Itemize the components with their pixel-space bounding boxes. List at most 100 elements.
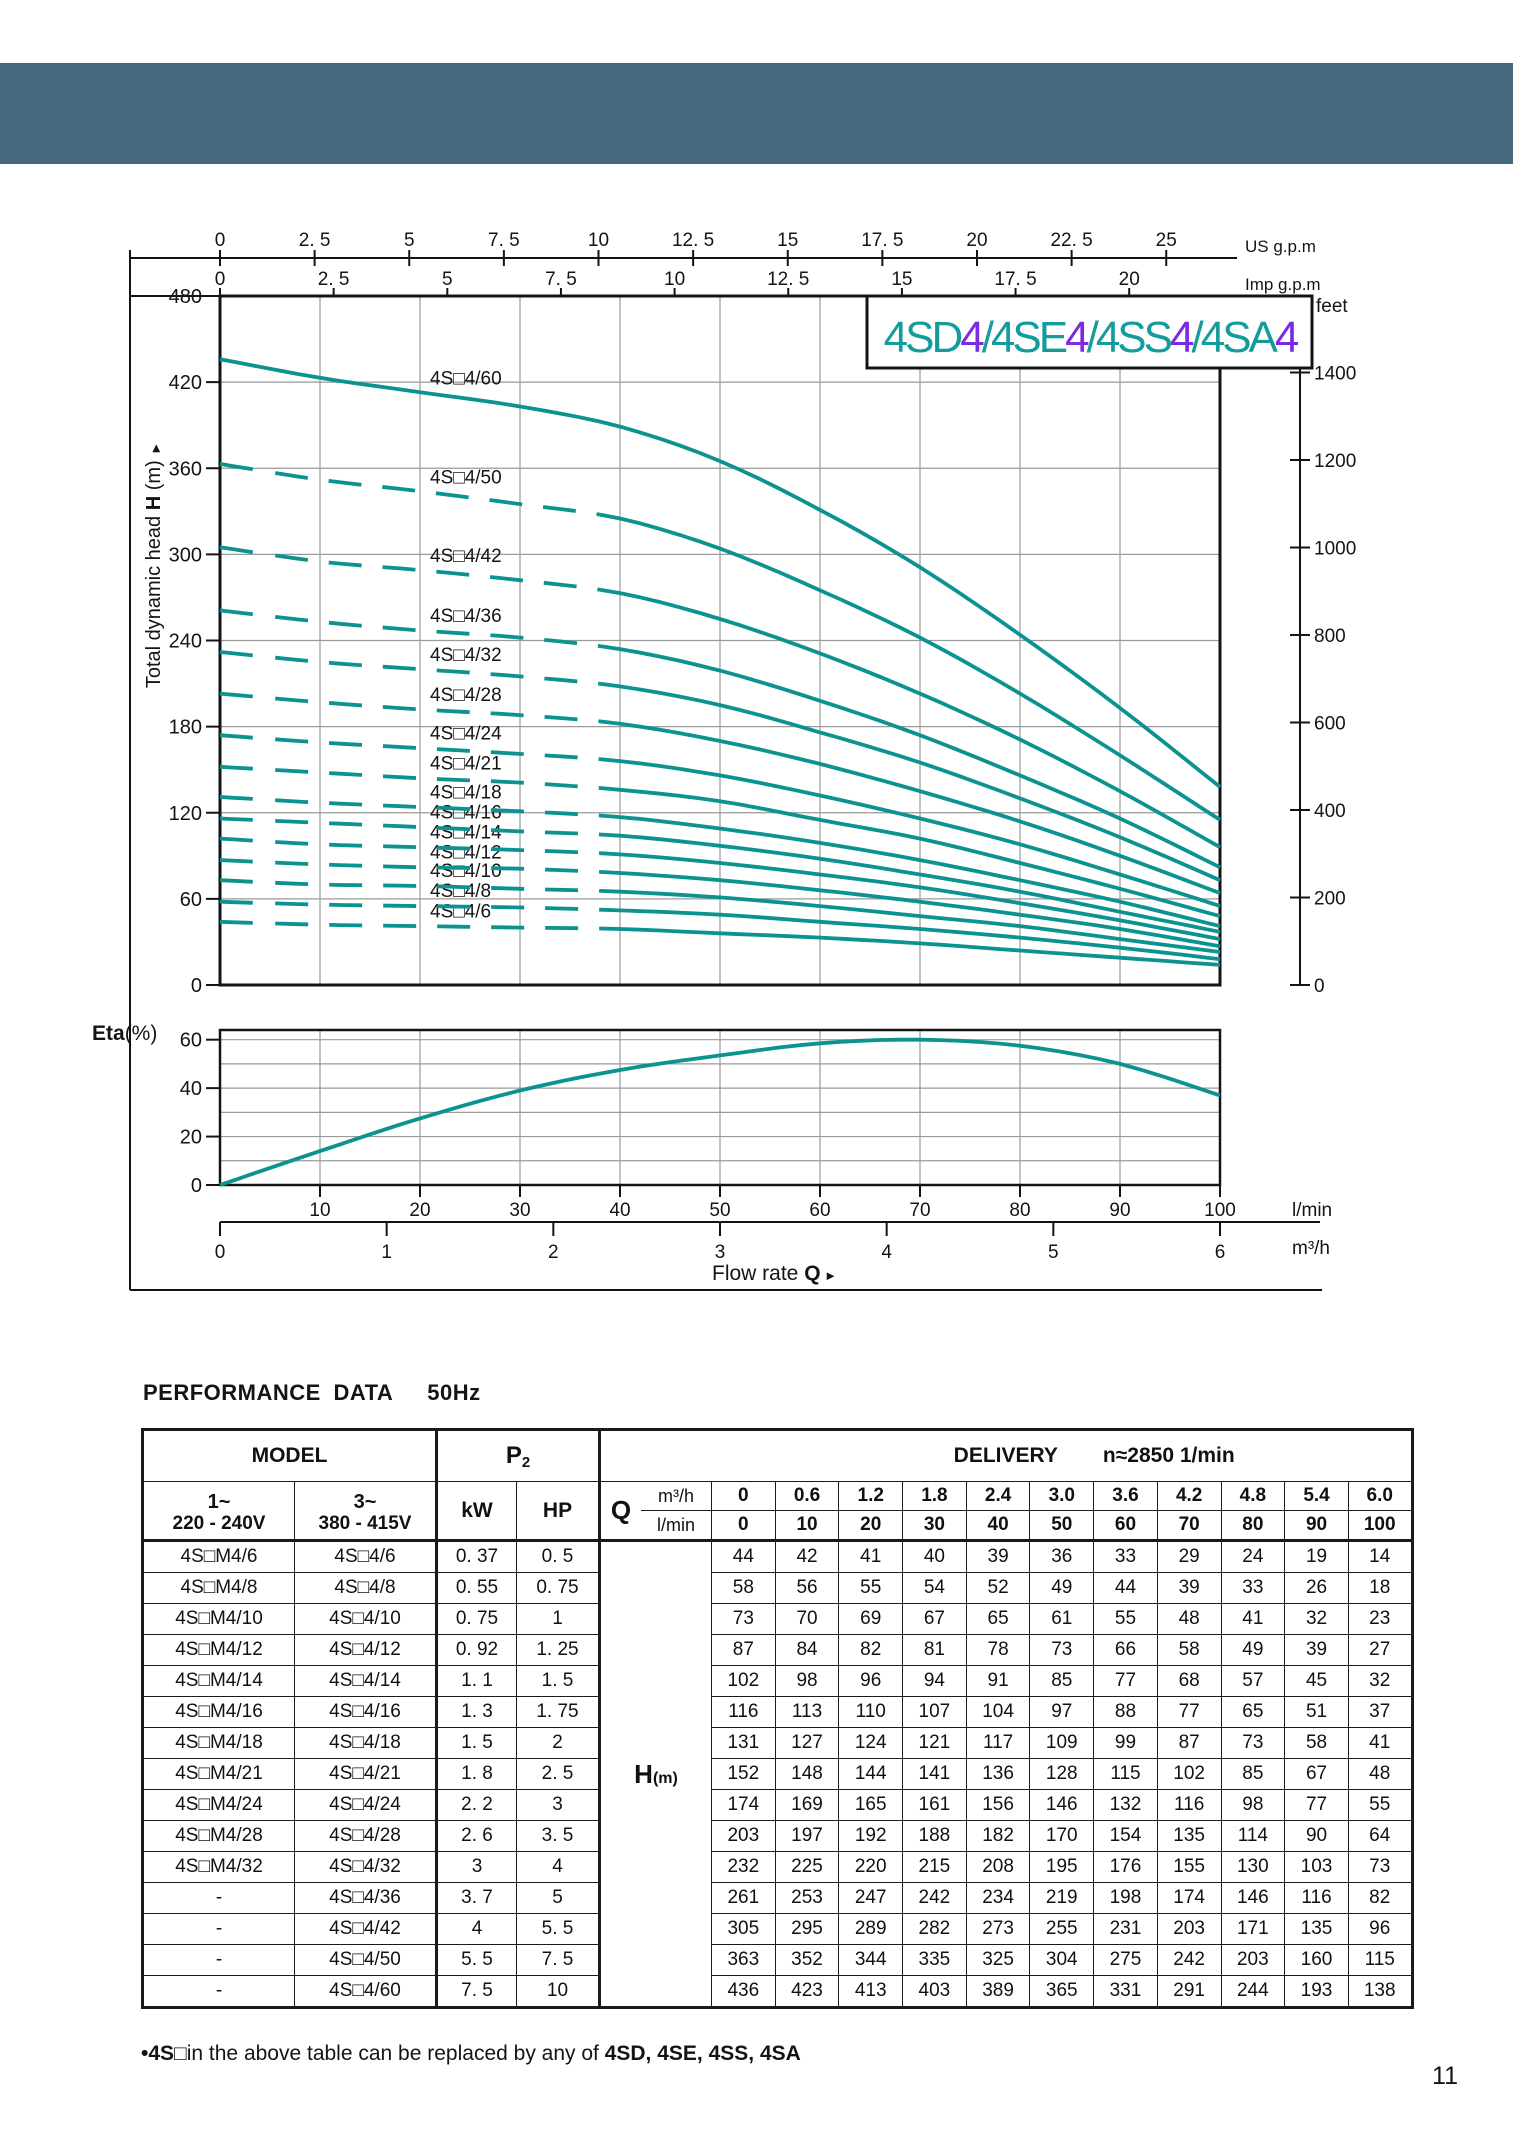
delivery-value-cell: 77 [1093,1665,1158,1697]
delivery-value-cell: 203 [1156,1913,1222,1945]
imp-gpm-tick-label: 5 [442,269,453,290]
head-curve-2-start [219,878,253,884]
delivery-label: DELIVERY [953,1444,1058,1467]
table-row: 4S□M4/28 4S□4/28 2. 6 3. 5 203 197 192 188 182 17… [142,1820,1413,1852]
kw-cell: 1. 1 [436,1665,517,1697]
delivery-value-cell: 56 [774,1572,840,1604]
table-row: -4S□4/50 5. 5 7. 5 363 352 344 335 325 304 275 242… [142,1944,1413,1976]
delivery-value-cell: 66 [1093,1634,1158,1666]
head-curve-13-end [599,512,1222,822]
head-curve-14 [219,357,1222,789]
head-curve-11-start [219,608,254,617]
m3h-tick-label: 0 [215,1242,226,1263]
us-gpm-tick-label: 20 [966,230,987,251]
model-1ph-cell: 4S□M4/12 [142,1634,295,1666]
us-gpm-tick-label: 0 [215,230,226,251]
delivery-value-cell: 73 [711,1603,776,1635]
delivery-value-cell: 45 [1284,1665,1349,1697]
section-title-text: PERFORMANCE DATA [143,1380,394,1405]
delivery-value-cell: 77 [1284,1789,1349,1821]
delivery-lmin-header-cell: 90 [1284,1510,1349,1542]
title-box [865,294,1314,370]
delivery-value-cell: 232 [711,1851,776,1883]
delivery-value-cell: 57 [1220,1665,1286,1697]
q-symbol: Q [610,1495,632,1525]
delivery-lmin-header-cell: 10 [774,1510,840,1542]
head-curve-12-start [219,545,254,555]
head-curve-0-dashed [275,921,601,931]
model-3ph-cell: 4S□4/12 [294,1634,438,1666]
imp-gpm-tick-label: 0 [215,269,226,290]
delivery-value-cell: 19 [1284,1540,1349,1573]
delivery-m3h-header-cell: 1.2 [838,1481,904,1511]
table-row: 4S□M4/14 4S□4/14 1. 1 1. 5 102 98 96 94 91 85 77 68… [142,1665,1413,1697]
delivery-value-cell: 58 [1156,1634,1222,1666]
delivery-lmin-header-cell: 20 [838,1510,904,1542]
delivery-value-cell: 82 [838,1634,904,1666]
delivery-value-cell: 247 [838,1882,904,1914]
delivery-value-cell: 117 [965,1727,1031,1759]
delivery-value-cell: 55 [1347,1789,1413,1821]
delivery-value-cell: 39 [1156,1572,1222,1604]
feet-tick-label: 0 [1314,976,1325,997]
delivery-value-cell: 195 [1029,1851,1095,1883]
delivery-value-cell: 176 [1093,1851,1158,1883]
feet-unit-label: feet [1316,296,1348,317]
flow-rate-axis-label: Flow rate Q ► [712,1262,837,1285]
feet-tick-label: 400 [1314,801,1346,822]
delivery-value-cell: 78 [965,1634,1031,1666]
delivery-value-cell: 23 [1347,1603,1413,1635]
delivery-value-cell: 242 [902,1882,967,1914]
delivery-m3h-header-cell: 5.4 [1284,1481,1349,1511]
head-y-tick-label: 120 [169,803,202,825]
head-curve-9-dashed [275,696,601,724]
delivery-value-cell: 253 [774,1882,840,1914]
delivery-value-cell: 99 [1093,1727,1158,1759]
delivery-value-cell: 91 [965,1665,1031,1697]
delivery-value-cell: 98 [1220,1789,1286,1821]
head-curve-13-start [219,462,254,472]
head-curve-1-start [219,899,253,905]
head-curve-2-end [599,889,1221,954]
delivery-value-cell: 161 [902,1789,967,1821]
delivery-value-cell: 61 [1029,1603,1095,1635]
model-1ph-cell: 4S□M4/28 [142,1820,295,1852]
head-curve-0-end [599,926,1221,967]
head-y-tick-label: 420 [169,372,202,394]
delivery-value-cell: 154 [1093,1820,1158,1852]
delivery-m3h-header-cell: 1.8 [902,1481,967,1511]
delivery-value-cell: 344 [838,1944,904,1976]
m3h-tick-label: 5 [1048,1242,1059,1263]
model-3ph-cell: 4S□4/24 [294,1789,438,1821]
delivery-value-cell: 113 [774,1696,840,1728]
imp-gpm-tick-label: 7. 5 [545,269,577,290]
table-row: 4S□M4/21 4S□4/21 1. 8 2. 5 152 148 144 141 136 12… [142,1758,1413,1790]
q-lmin-label: l/min [656,1514,695,1535]
delivery-value-cell: 136 [965,1758,1031,1790]
kw-cell: 7. 5 [436,1975,517,2008]
model-1ph-cell: 4S□M4/18 [142,1727,295,1759]
delivery-value-cell: 171 [1220,1913,1286,1945]
delivery-m3h-header-cell: 0.6 [774,1481,840,1511]
delivery-value-cell: 208 [965,1851,1031,1883]
feet-tick-label: 200 [1314,888,1346,909]
delivery-header: DELIVERY n≈2850 1/min [599,1429,1413,1482]
delivery-m3h-header-cell: 4.2 [1156,1481,1222,1511]
table-row: 4S□M4/8 4S□4/8 0. 55 0. 75 58 56 55 54 52 49 44 39 3… [142,1572,1413,1604]
model-3ph-cell: 4S□4/18 [294,1727,438,1759]
delivery-value-cell: 144 [838,1758,904,1790]
delivery-value-cell: 69 [838,1603,904,1635]
head-curve-12-end [599,587,1221,849]
table-row: 4S□M4/32 4S□4/32 3 4 232 225 220 215 208 195 176 15… [142,1851,1413,1883]
delivery-value-cell: 26 [1284,1572,1349,1604]
delivery-value-cell: 49 [1220,1634,1286,1666]
model-3ph-cell: 4S□4/60 [294,1975,438,2008]
delivery-value-cell: 124 [838,1727,904,1759]
model-3ph-cell: 4S□4/32 [294,1851,438,1883]
delivery-value-cell: 67 [1284,1758,1349,1790]
model-3ph-cell: 4S□4/21 [294,1758,438,1790]
delivery-value-cell: 165 [838,1789,904,1821]
delivery-value-cell: 88 [1093,1696,1158,1728]
delivery-value-cell: 295 [774,1913,840,1945]
delivery-value-cell: 156 [965,1789,1031,1821]
